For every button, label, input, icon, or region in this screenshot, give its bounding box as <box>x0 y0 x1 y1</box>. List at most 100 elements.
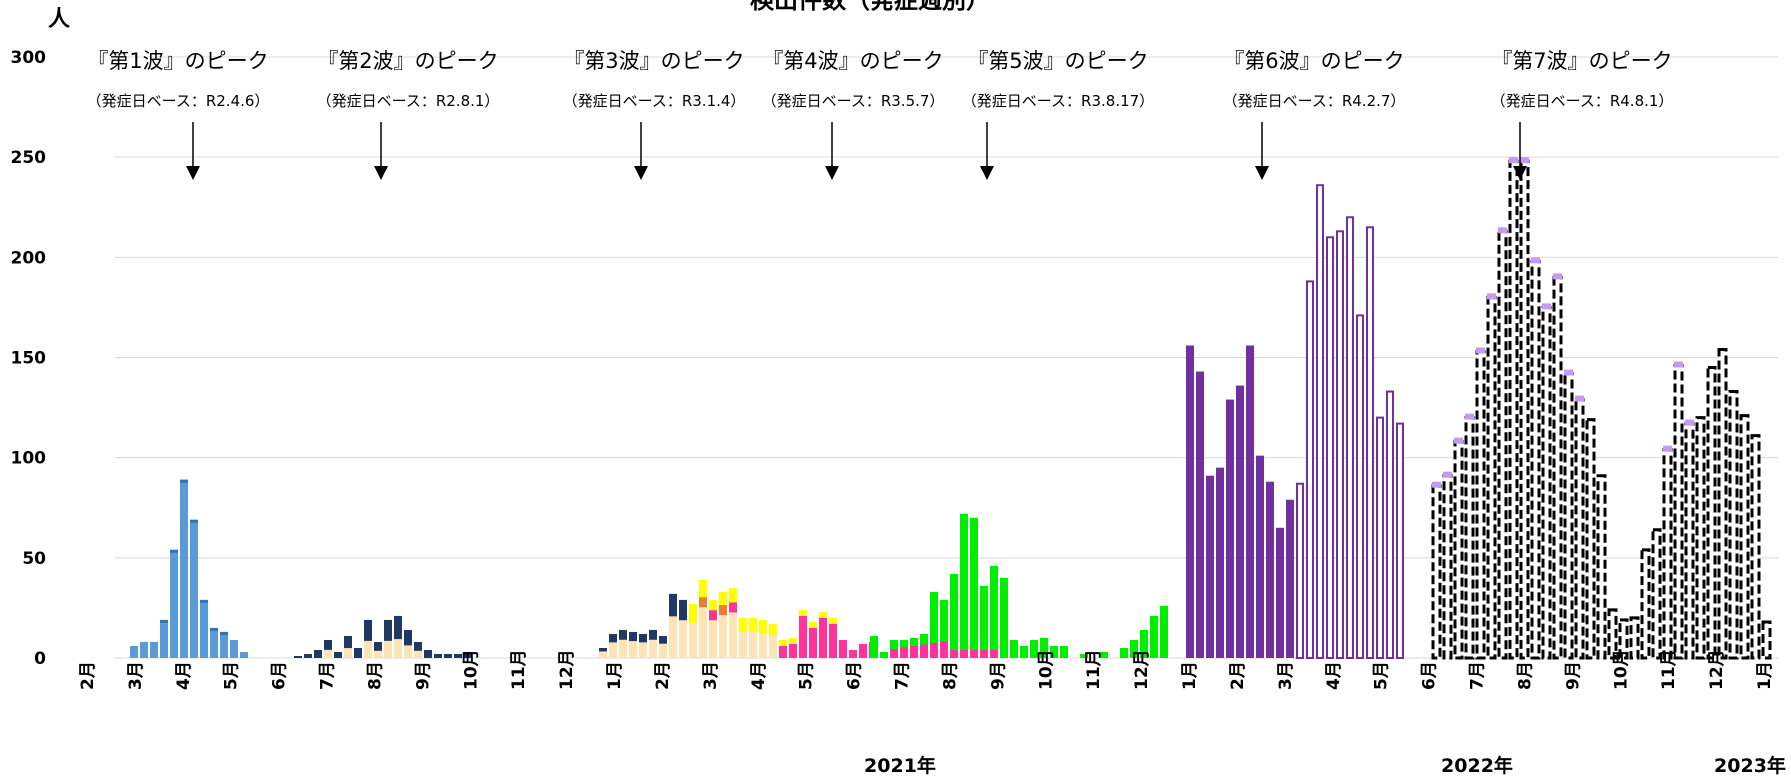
bars <box>130 157 1772 660</box>
y-tick-label: 250 <box>11 148 47 168</box>
bar-cap <box>160 619 168 623</box>
x-tick-label: 9月 <box>413 661 433 690</box>
x-tick-label: 10月 <box>1036 649 1056 690</box>
bar <box>930 591 938 658</box>
bar <box>1010 639 1018 658</box>
bar <box>1574 398 1585 660</box>
bar-segment <box>799 615 807 658</box>
bar <box>1486 295 1497 660</box>
bar <box>1618 618 1629 660</box>
wave-title: 『第6波』のピーク <box>1223 49 1404 73</box>
bar-segment <box>699 597 707 608</box>
wave-subtitle: （発症日ベース：R4.8.1） <box>1491 92 1674 110</box>
bar <box>314 649 322 658</box>
bar-segment <box>609 642 617 658</box>
wave-annotation: 『第1波』のピーク （発症日ベース：R2.4.6） <box>87 49 269 180</box>
bar <box>1541 305 1552 660</box>
y-axis-label: 人 <box>48 7 70 32</box>
bar-segment <box>324 649 332 658</box>
bar-cap <box>1575 395 1584 402</box>
x-tick-label: 11月 <box>509 649 529 690</box>
bar <box>1552 275 1563 660</box>
bar <box>1684 422 1695 660</box>
bar-segment <box>414 650 422 658</box>
wave-annotation: 『第7波』のピーク （発症日ベース：R4.8.1） <box>1491 49 1674 180</box>
bar-cap <box>1674 361 1683 368</box>
x-tick-label: 4月 <box>174 661 194 690</box>
bar-segment <box>679 620 687 658</box>
x-tick-label: 5月 <box>797 661 817 690</box>
bar-segment <box>649 639 657 658</box>
x-tick-label: 4月 <box>749 661 769 690</box>
bar-segment <box>970 650 978 658</box>
bar <box>1464 416 1475 660</box>
bar <box>849 649 857 658</box>
bar <box>970 517 978 658</box>
x-tick-label: 8月 <box>940 661 960 690</box>
x-tick-label: 7月 <box>1468 661 1488 690</box>
bar-cap <box>220 631 228 635</box>
bar-segment <box>930 643 938 658</box>
bar <box>1662 448 1673 660</box>
bar <box>1519 159 1530 660</box>
bar-segment <box>809 627 817 658</box>
x-tick-label: 1月 <box>1180 661 1200 690</box>
wave-title: 『第5波』のピーク <box>967 49 1148 73</box>
wave-peak-annotations: 『第1波』のピーク （発症日ベース：R2.4.6） 『第2波』のピーク （発症日ベース… <box>87 49 1674 180</box>
bar <box>1497 229 1508 660</box>
bar-segment <box>709 620 717 658</box>
wave-arrow-head <box>980 166 994 180</box>
bar <box>1020 645 1028 658</box>
bar <box>394 615 402 658</box>
bar <box>1346 216 1354 659</box>
bar <box>130 645 138 658</box>
chart-title: 検出件数（発症週別） <box>750 0 990 14</box>
bar <box>1739 414 1750 660</box>
bar <box>1030 639 1038 658</box>
bar-cap <box>1498 227 1507 234</box>
x-tick-label: 12月 <box>557 649 577 690</box>
bar-cap <box>1443 471 1452 478</box>
wave-arrow-head <box>374 166 388 180</box>
bar <box>1376 416 1384 659</box>
x-tick-label: 2月 <box>78 661 98 690</box>
y-tick-label: 50 <box>22 549 46 569</box>
x-tick-label: 11月 <box>1084 649 1104 690</box>
year-label: 2022年 <box>1441 754 1513 777</box>
year-label: 2023年 <box>1714 754 1786 777</box>
bar <box>464 651 472 658</box>
bar <box>304 653 312 658</box>
bar <box>1453 440 1464 660</box>
bar <box>1366 226 1374 660</box>
bar-segment <box>364 640 372 658</box>
x-tick-label: 6月 <box>270 661 290 690</box>
x-tick-label: 4月 <box>1324 661 1344 690</box>
bar <box>150 641 158 658</box>
x-tick-label: 5月 <box>222 661 242 690</box>
x-tick-label: 6月 <box>1420 661 1440 690</box>
x-tick-label: 2月 <box>1228 661 1248 690</box>
bar-cap <box>1685 419 1694 426</box>
bar <box>950 573 958 658</box>
bar-segment <box>659 643 667 658</box>
bar <box>890 639 898 658</box>
x-tick-label: 1月 <box>605 661 625 690</box>
bar <box>1596 474 1607 660</box>
bar-cap <box>190 519 198 523</box>
bar <box>1750 434 1761 660</box>
bar-segment <box>769 635 777 658</box>
x-tick-label: 3月 <box>701 661 721 690</box>
bar <box>230 639 238 658</box>
bar-segment <box>374 650 382 658</box>
bar <box>240 651 248 658</box>
wave-subtitle: （発症日ベース：R4.2.7） <box>1223 92 1406 110</box>
bar-cap <box>1432 481 1441 488</box>
bar <box>1236 385 1244 658</box>
bar <box>1607 608 1618 660</box>
bar-segment <box>689 622 697 658</box>
bar <box>414 641 422 658</box>
bar <box>1160 605 1168 658</box>
bar-segment <box>890 649 898 658</box>
x-tick-label: 9月 <box>1563 661 1583 690</box>
bar-segment <box>980 650 988 658</box>
